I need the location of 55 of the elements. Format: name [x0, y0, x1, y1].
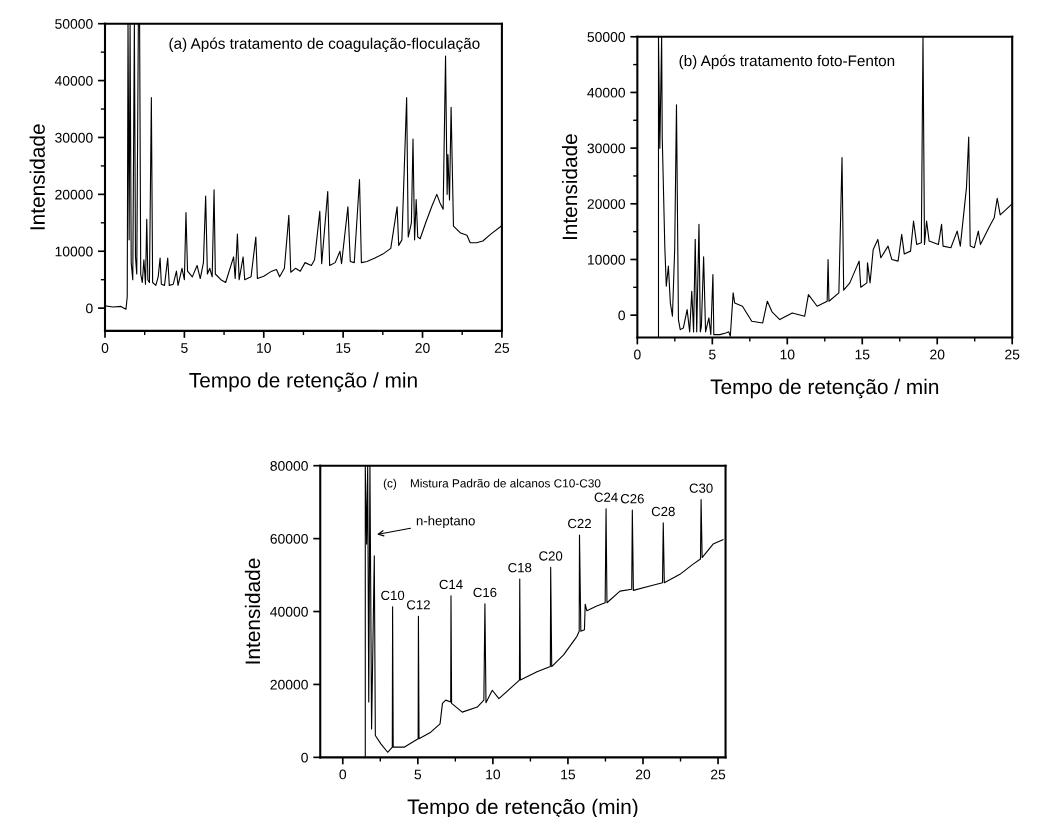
annotation: C16	[473, 587, 497, 598]
annotation: C18	[508, 562, 532, 573]
y-tick-label: 40000	[270, 606, 308, 617]
x-tick-label: 10	[257, 343, 271, 353]
x-tick-label: 15	[336, 343, 351, 353]
annotation: (b) Após tratamento foto-Fenton	[679, 54, 895, 70]
x-tick-label: 15	[561, 769, 576, 780]
x-tick-label: 0	[634, 349, 641, 360]
annotation: (a) Após tratamento de coagulação-floculação	[169, 37, 480, 52]
annotation: C26	[620, 494, 644, 504]
y-tick-label: 0	[301, 752, 308, 763]
annotation: C12	[406, 600, 430, 610]
y-tick-label: 10000	[55, 246, 93, 257]
annotation: C22	[568, 518, 591, 529]
annotation: C30	[689, 483, 713, 493]
x-tick-label: 0	[101, 343, 109, 353]
x-tick-label: 5	[181, 343, 188, 353]
y-tick-label: 10000	[587, 254, 626, 265]
annotation: n-heptano	[416, 515, 475, 529]
x-tick-label: 0	[339, 769, 347, 780]
annotation: C10	[381, 590, 405, 601]
y-axis-title: Intensidade	[244, 558, 261, 664]
x-tick-label: 25	[1005, 349, 1020, 360]
y-tick-label: 0	[86, 303, 93, 314]
y-tick-label: 20000	[587, 199, 626, 209]
x-tick-label: 20	[415, 343, 430, 353]
y-tick-label: 80000	[270, 461, 308, 471]
annotation: (c) Mistura Padrão de alcanos C10-C30	[383, 478, 601, 490]
y-tick-label: 30000	[55, 132, 93, 143]
y-tick-label: 0	[618, 310, 625, 321]
annotation: C24	[594, 492, 618, 502]
x-tick-label: 25	[494, 343, 510, 353]
y-axis-title: Intensidade	[29, 124, 45, 230]
x-tick-label: 10	[486, 769, 501, 780]
y-tick-label: 50000	[587, 32, 626, 42]
annotation: C28	[651, 506, 675, 517]
x-tick-label: 20	[635, 769, 651, 780]
x-tick-label: 15	[855, 349, 870, 360]
x-axis-title: Tempo de retenção / min	[710, 378, 939, 399]
annotation: C20	[539, 551, 563, 561]
y-tick-label: 20000	[270, 679, 308, 690]
x-axis-title: Tempo de retenção / min	[189, 372, 417, 392]
x-tick-label: 5	[709, 349, 716, 360]
y-tick-label: 30000	[587, 143, 626, 154]
x-tick-label: 10	[780, 349, 795, 360]
y-axis-title: Intensidade	[561, 134, 578, 240]
annotation: C14	[439, 579, 463, 590]
x-tick-label: 5	[414, 769, 422, 780]
y-tick-label: 50000	[55, 19, 93, 29]
y-tick-label: 60000	[270, 533, 308, 544]
x-tick-label: 20	[930, 349, 945, 360]
y-tick-label: 20000	[55, 189, 93, 200]
y-tick-label: 40000	[587, 87, 626, 98]
y-tick-label: 40000	[54, 75, 93, 86]
x-tick-label: 25	[711, 769, 726, 780]
